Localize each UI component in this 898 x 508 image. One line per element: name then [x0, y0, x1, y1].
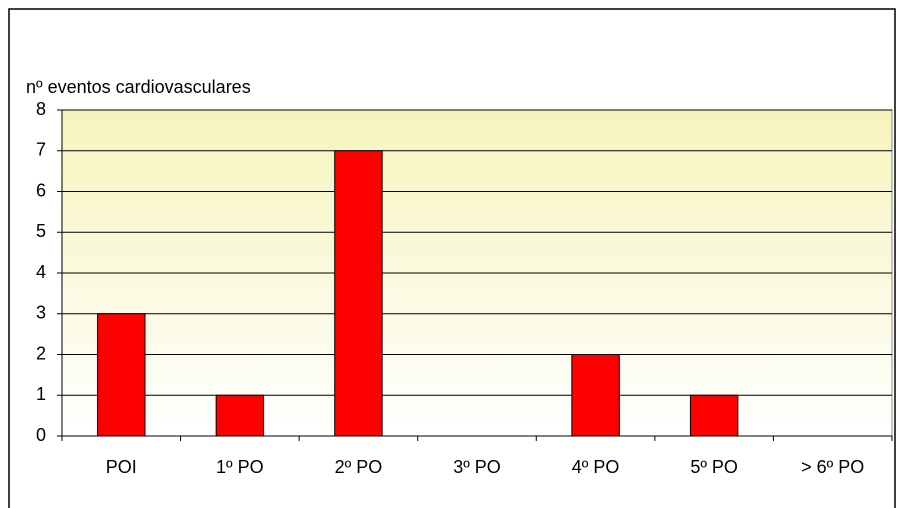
- x-tick-label: 1º PO: [216, 457, 264, 477]
- y-tick-label: 0: [36, 425, 46, 445]
- x-tick-label: POI: [106, 457, 137, 477]
- y-tick-label: 2: [36, 343, 46, 363]
- x-tick-label: 5º PO: [690, 457, 738, 477]
- bar: [334, 150, 383, 437]
- bar: [97, 313, 146, 437]
- x-tick-label: > 6º PO: [801, 457, 864, 477]
- bar: [689, 394, 739, 437]
- y-tick-label: 4: [36, 262, 46, 282]
- chart-border: [8, 8, 896, 508]
- y-tick-label: 3: [36, 303, 46, 323]
- y-tick-label: 7: [36, 140, 46, 160]
- y-tick-label: 8: [36, 99, 46, 119]
- y-tick-label: 1: [36, 384, 46, 404]
- y-axis-title: nº eventos cardiovasculares: [26, 77, 251, 97]
- bar: [215, 394, 265, 437]
- x-tick-label: 4º PO: [572, 457, 620, 477]
- x-tick-label: 3º PO: [453, 457, 501, 477]
- x-tick-label: 2º PO: [335, 457, 383, 477]
- bar: [571, 354, 620, 437]
- y-tick-label: 5: [36, 221, 46, 241]
- y-tick-label: 6: [36, 180, 46, 200]
